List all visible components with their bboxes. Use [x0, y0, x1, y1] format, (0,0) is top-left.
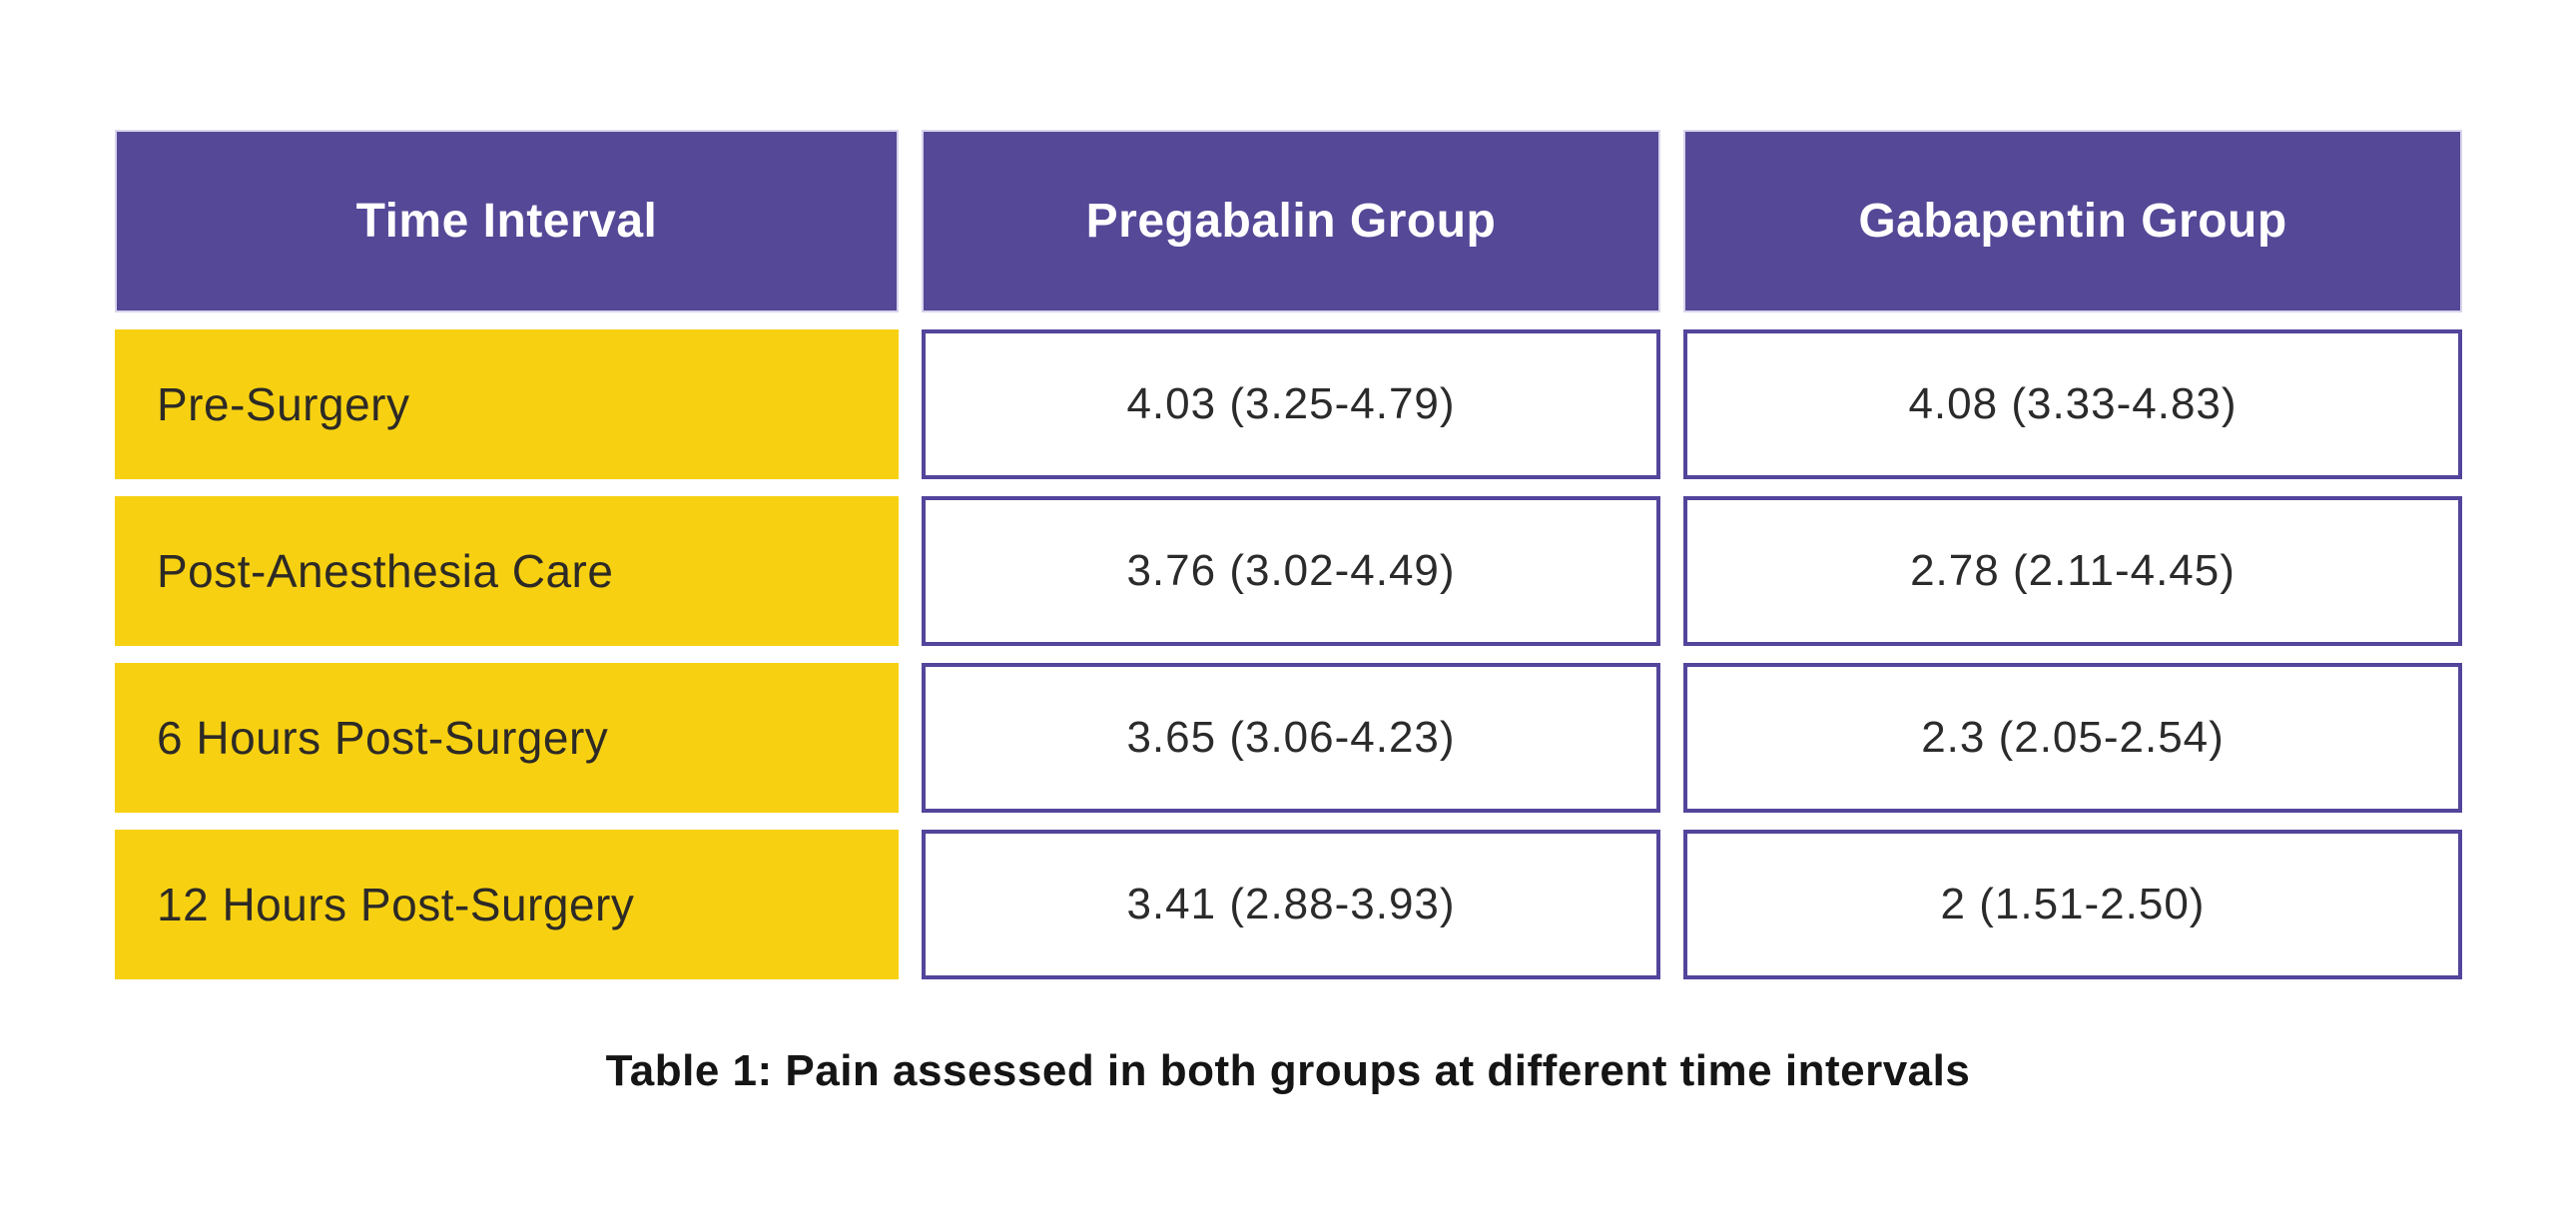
value-text: 3.41 (2.88-3.93) [1126, 880, 1456, 928]
value-text: 4.03 (3.25-4.79) [1126, 379, 1456, 428]
value-text: 2 (1.51-2.50) [1940, 880, 2206, 928]
header-label-gabapentin-group: Gabapentin Group [1858, 195, 2287, 248]
row-label-text: Pre-Surgery [157, 378, 410, 430]
value-cell-6-hours-gabapentin: 2.3 (2.05-2.54) [1683, 663, 2462, 813]
value-text: 2.3 (2.05-2.54) [1921, 713, 2225, 762]
row-label-text: 6 Hours Post-Surgery [157, 712, 609, 764]
row-label-text: Post-Anesthesia Care [157, 545, 614, 597]
value-text: 3.76 (3.02-4.49) [1126, 546, 1456, 595]
value-cell-pre-surgery-gabapentin: 4.08 (3.33-4.83) [1683, 329, 2462, 479]
value-text: 3.65 (3.06-4.23) [1126, 713, 1456, 762]
value-cell-post-anesthesia-pregabalin: 3.76 (3.02-4.49) [922, 496, 1660, 646]
value-cell-6-hours-pregabalin: 3.65 (3.06-4.23) [922, 663, 1660, 813]
value-text: 2.78 (2.11-4.45) [1910, 546, 2236, 595]
value-text: 4.08 (3.33-4.83) [1908, 379, 2238, 428]
header-label-pregabalin-group: Pregabalin Group [1085, 195, 1497, 248]
pain-assessment-table: Time Interval Pregabalin Group Gabapenti… [115, 130, 2462, 979]
row-label-post-anesthesia-care: Post-Anesthesia Care [115, 496, 899, 646]
header-cell-gabapentin-group: Gabapentin Group [1683, 130, 2462, 312]
table-caption: Table 1: Pain assessed in both groups at… [605, 1046, 1971, 1095]
row-label-pre-surgery: Pre-Surgery [115, 329, 899, 479]
value-cell-12-hours-gabapentin: 2 (1.51-2.50) [1683, 830, 2462, 979]
header-cell-pregabalin-group: Pregabalin Group [922, 130, 1660, 312]
value-cell-post-anesthesia-gabapentin: 2.78 (2.11-4.45) [1683, 496, 2462, 646]
header-label-time-interval: Time Interval [355, 195, 658, 248]
row-label-6-hours-post-surgery: 6 Hours Post-Surgery [115, 663, 899, 813]
value-cell-pre-surgery-pregabalin: 4.03 (3.25-4.79) [922, 329, 1660, 479]
row-label-text: 12 Hours Post-Surgery [157, 879, 635, 930]
header-cell-time-interval: Time Interval [115, 130, 899, 312]
value-cell-12-hours-pregabalin: 3.41 (2.88-3.93) [922, 830, 1660, 979]
row-label-12-hours-post-surgery: 12 Hours Post-Surgery [115, 830, 899, 979]
